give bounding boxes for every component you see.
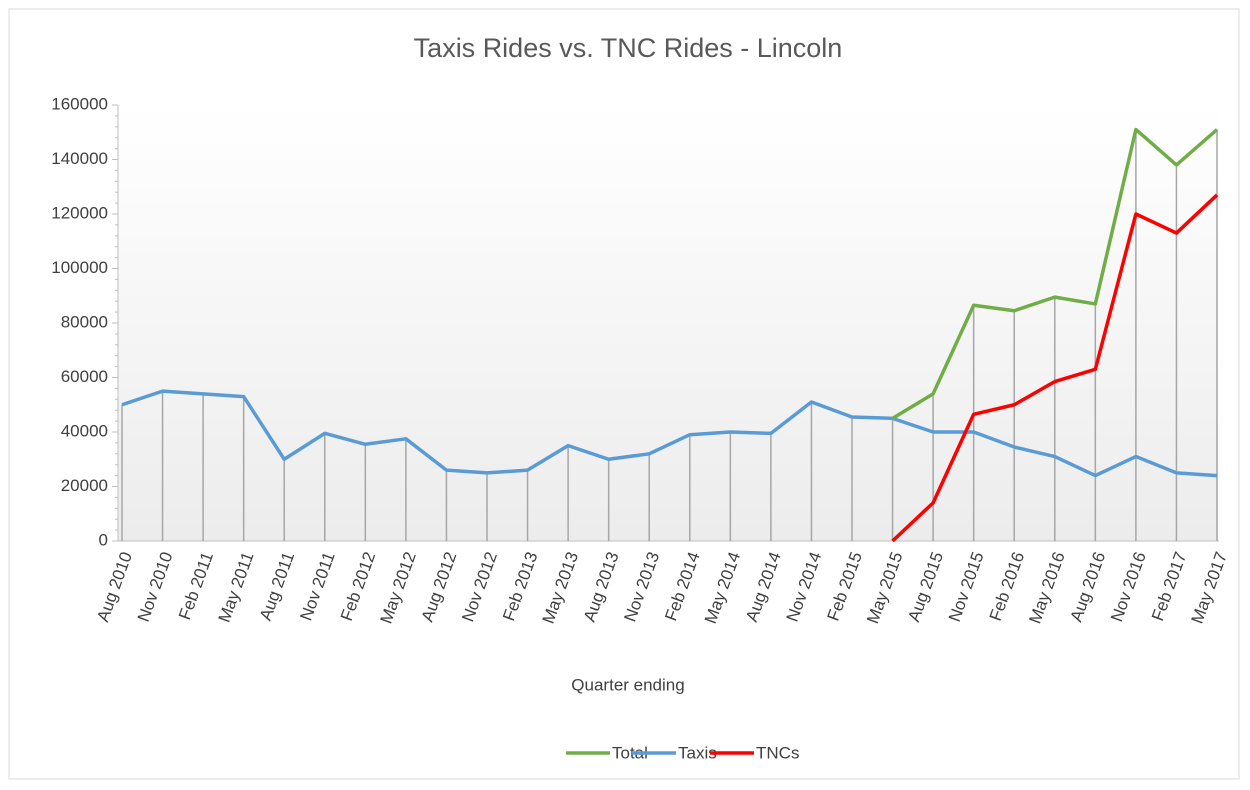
legend-label: Taxis: [678, 743, 717, 762]
legend-label: TNCs: [756, 743, 799, 762]
series-line: [121, 389, 1218, 478]
series-line: [891, 193, 1219, 543]
chart-title: Taxis Rides vs. TNC Rides - Lincoln: [414, 33, 843, 63]
y-tick-label: 140000: [51, 149, 108, 168]
plot-area: [118, 105, 1218, 541]
y-tick-label: 20000: [61, 476, 108, 495]
y-tick-label: 80000: [61, 312, 108, 331]
y-tick-label: 60000: [61, 367, 108, 386]
series-line: [891, 127, 1219, 420]
y-tick-label: 40000: [61, 421, 108, 440]
x-axis-label: Quarter ending: [571, 675, 684, 694]
y-tick-label: 100000: [51, 258, 108, 277]
legend-label: Total: [612, 743, 648, 762]
y-tick-label: 160000: [51, 94, 108, 113]
y-tick-label: 0: [99, 530, 108, 549]
y-tick-label: 120000: [51, 203, 108, 222]
